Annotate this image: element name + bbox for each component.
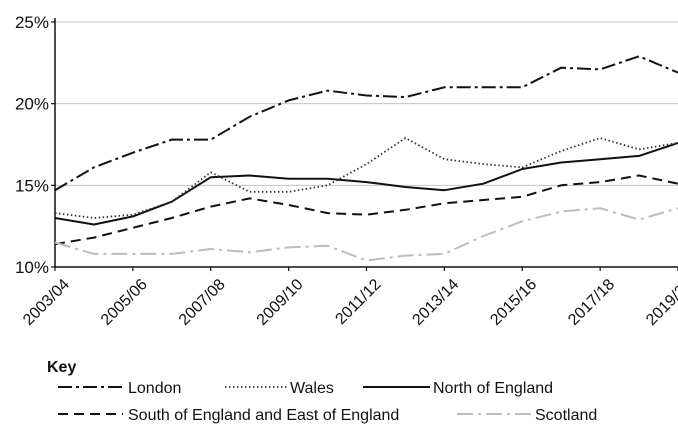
legend: Key London Wales North of England South of … <box>47 359 597 424</box>
x-tick-label: 2017/18 <box>565 276 618 329</box>
y-tick-label: 20% <box>15 95 49 114</box>
y-tick-labels: 10% 15% 20% 25% <box>15 13 49 277</box>
x-tick-labels: 2003/04 2005/06 2007/08 2009/10 2011/12 2013/… <box>20 276 678 329</box>
y-tick-label: 15% <box>15 176 49 195</box>
series-line-london <box>54 55 678 192</box>
y-tick-label: 10% <box>15 258 49 277</box>
x-tick-label: 2019/20 <box>643 276 678 329</box>
x-tick-label: 2013/14 <box>409 276 462 329</box>
x-tick-label: 2007/08 <box>176 276 229 329</box>
gridlines <box>55 21 678 186</box>
x-tick-label: 2003/04 <box>20 276 73 329</box>
legend-label: Scotland <box>535 407 597 424</box>
series-line-wales <box>54 137 678 219</box>
legend-label: North of England <box>433 380 553 397</box>
legend-label: Wales <box>290 380 334 397</box>
series-line-south-of-england-and-east-of-england <box>54 174 678 246</box>
series-line-north-of-england <box>54 141 678 226</box>
y-tick-label: 25% <box>15 13 49 32</box>
x-tick-label: 2011/12 <box>332 276 384 328</box>
legend-label: South of England and East of England <box>128 407 399 424</box>
x-tick-label: 2015/16 <box>487 276 540 329</box>
series-lines <box>54 55 678 262</box>
axes <box>51 18 678 271</box>
legend-title: Key <box>47 359 76 376</box>
x-tick-label: 2005/06 <box>98 276 151 329</box>
series-line-scotland <box>54 207 678 262</box>
x-tick-label: 2009/10 <box>254 276 307 329</box>
legend-label: London <box>128 380 181 397</box>
